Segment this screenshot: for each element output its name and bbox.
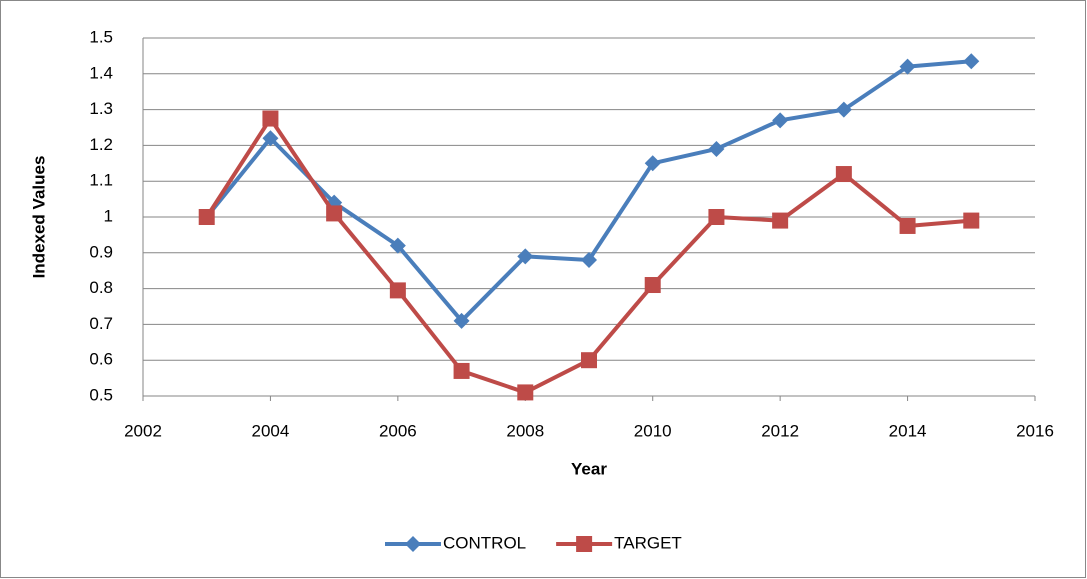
x-tick-label: 2002 (124, 421, 162, 440)
y-tick-label: 1.5 (89, 27, 113, 46)
y-tick-label: 0.7 (89, 314, 113, 333)
x-tick-label: 2006 (379, 421, 417, 440)
y-tick-label: 1.4 (89, 63, 113, 82)
x-tick-label: 2014 (889, 421, 927, 440)
data-point (517, 384, 534, 401)
data-point (772, 212, 789, 229)
legend-label: TARGET (614, 533, 682, 552)
data-point (389, 237, 406, 254)
data-point (198, 209, 215, 225)
data-point (963, 53, 980, 70)
y-tick-label: 0.9 (89, 242, 113, 261)
data-point (835, 166, 852, 183)
legend-marker (405, 536, 421, 552)
data-point (262, 110, 279, 127)
y-tick-label: 0.6 (89, 350, 113, 369)
x-tick-label: 2010 (634, 421, 672, 440)
data-point (644, 277, 661, 294)
data-point (389, 282, 406, 299)
y-tick-label: 0.8 (89, 278, 113, 297)
data-point (581, 352, 597, 369)
legend-marker (576, 536, 593, 552)
data-point (772, 112, 789, 129)
data-point (708, 209, 725, 225)
legend-label: CONTROL (443, 533, 526, 552)
y-tick-label: 1 (104, 206, 113, 225)
data-point (453, 362, 470, 379)
x-tick-label: 2008 (506, 421, 544, 440)
data-point (644, 155, 661, 172)
data-point (708, 140, 725, 157)
y-tick-label: 0.5 (89, 385, 113, 404)
data-point (899, 217, 916, 234)
x-tick-label: 2004 (252, 421, 290, 440)
x-tick-label: 2016 (1016, 421, 1054, 440)
x-axis-label: Year (571, 459, 607, 478)
data-point (835, 101, 852, 118)
x-tick-label: 2012 (761, 421, 799, 440)
data-point (453, 312, 470, 329)
data-point (963, 212, 980, 229)
data-point (581, 251, 597, 268)
y-tick-label: 1.2 (89, 135, 113, 154)
data-point (517, 248, 534, 265)
y-tick-label: 1.3 (89, 99, 113, 118)
y-tick-label: 1.1 (89, 171, 113, 190)
y-axis-label: Indexed Values (29, 156, 48, 279)
data-point (326, 205, 343, 222)
data-point (899, 58, 916, 75)
data-point (262, 130, 279, 147)
